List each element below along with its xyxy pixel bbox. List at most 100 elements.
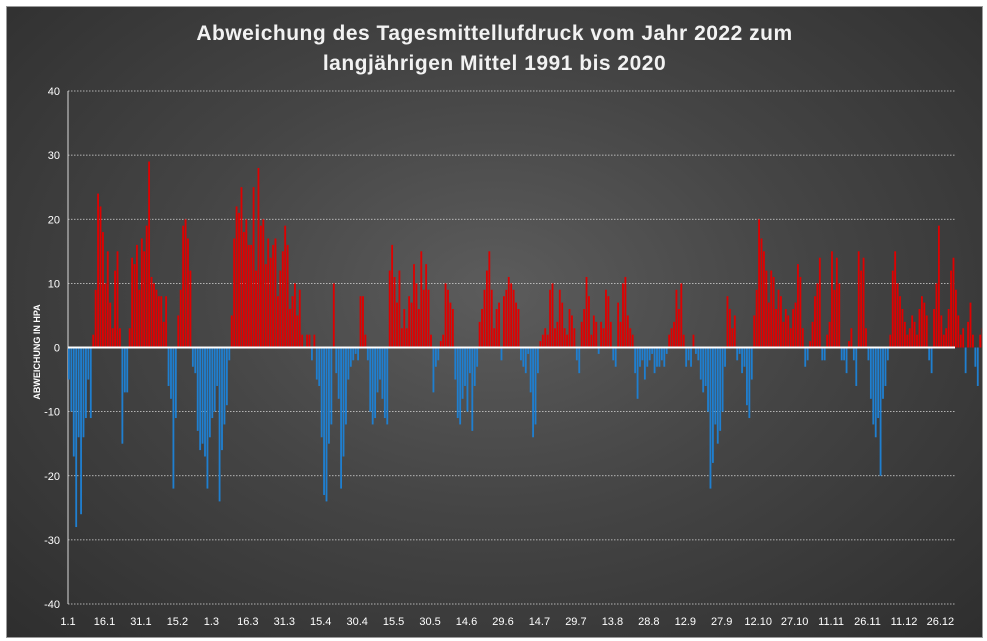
x-tick-label: 27.9 <box>711 616 732 628</box>
bar <box>430 334 432 348</box>
bar <box>291 296 294 348</box>
bar <box>972 334 974 348</box>
bar <box>544 328 547 348</box>
bar <box>72 347 75 457</box>
bar <box>976 347 979 386</box>
bar <box>481 309 483 348</box>
bar <box>534 347 537 425</box>
bar <box>702 347 705 393</box>
bar <box>216 347 219 386</box>
bar <box>386 347 389 425</box>
bar <box>218 347 221 502</box>
bar <box>835 257 838 348</box>
bar <box>517 309 520 348</box>
bar <box>634 347 637 374</box>
bar <box>857 251 860 348</box>
bar <box>838 283 841 348</box>
x-tick-label: 16.3 <box>237 616 258 628</box>
bar <box>636 347 639 399</box>
bar <box>682 334 685 348</box>
bar <box>843 347 846 361</box>
x-tick-label: 30.4 <box>346 616 367 628</box>
bar <box>925 315 928 348</box>
bar <box>840 347 843 361</box>
bar <box>374 347 377 419</box>
bar <box>935 283 938 348</box>
bar <box>612 347 615 361</box>
bar <box>680 283 683 348</box>
bar <box>607 296 610 348</box>
bar <box>711 347 714 463</box>
bar <box>408 296 411 348</box>
bar <box>490 289 493 348</box>
bar <box>155 289 158 348</box>
bar <box>583 309 586 348</box>
bar <box>102 232 104 348</box>
bar <box>505 289 508 348</box>
bar <box>656 347 658 367</box>
bar <box>750 347 753 380</box>
bar <box>381 347 384 399</box>
x-tick-label: 15.2 <box>167 616 188 628</box>
x-tick-label: 26.11 <box>854 616 881 628</box>
bar <box>736 347 739 361</box>
bar <box>979 334 982 348</box>
bar <box>704 347 707 386</box>
bar <box>575 347 578 361</box>
bar <box>493 328 496 348</box>
bar <box>507 276 510 348</box>
bar <box>471 347 474 431</box>
bar <box>245 219 248 348</box>
bar <box>68 347 70 380</box>
bar <box>410 302 413 348</box>
bar <box>306 334 308 348</box>
bar <box>622 283 624 348</box>
bar <box>184 219 187 348</box>
bar <box>252 187 255 348</box>
bar <box>595 321 598 348</box>
bar <box>879 347 882 476</box>
bar <box>801 328 804 348</box>
bar <box>726 296 729 348</box>
bar <box>143 251 146 348</box>
bar <box>357 347 360 361</box>
bar <box>264 264 267 348</box>
y-tick-label: -10 <box>44 407 60 419</box>
bar <box>262 219 265 348</box>
bar <box>848 341 850 348</box>
bar <box>379 347 381 380</box>
bar <box>580 321 583 348</box>
bar <box>398 270 401 348</box>
bar <box>148 161 151 348</box>
bar <box>855 347 858 386</box>
bar <box>957 315 960 348</box>
bar <box>213 347 216 412</box>
bar <box>221 347 223 451</box>
bar <box>383 347 386 419</box>
bar <box>483 289 486 348</box>
bar <box>196 347 199 431</box>
bar <box>311 347 313 361</box>
bar <box>692 334 695 348</box>
bar <box>512 289 515 348</box>
y-tick-label: 0 <box>54 343 60 355</box>
bar <box>75 347 78 528</box>
bar <box>629 328 632 348</box>
bar <box>877 347 880 419</box>
bar <box>464 347 466 386</box>
bar <box>806 347 809 361</box>
x-tick-label: 30.5 <box>419 616 440 628</box>
bar <box>653 347 656 374</box>
bar <box>777 289 780 348</box>
bar <box>529 347 532 393</box>
bar <box>670 328 673 348</box>
bar <box>485 270 488 348</box>
bar <box>162 321 165 348</box>
bar <box>330 347 333 425</box>
bar <box>597 347 600 354</box>
x-tick-label: 1.1 <box>60 616 75 628</box>
bar <box>814 296 816 348</box>
bar <box>301 334 304 348</box>
bar <box>894 251 897 348</box>
bar <box>782 321 785 348</box>
